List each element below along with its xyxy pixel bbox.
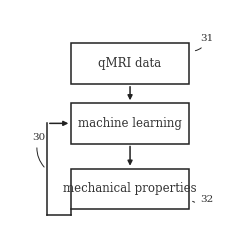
Text: 30: 30: [32, 133, 45, 167]
Text: 31: 31: [195, 34, 213, 51]
FancyBboxPatch shape: [71, 168, 189, 209]
Text: machine learning: machine learning: [78, 117, 182, 130]
Text: mechanical properties: mechanical properties: [63, 182, 197, 195]
Text: qMRI data: qMRI data: [99, 57, 162, 70]
FancyBboxPatch shape: [71, 103, 189, 144]
FancyBboxPatch shape: [71, 44, 189, 84]
Text: 32: 32: [193, 195, 213, 204]
